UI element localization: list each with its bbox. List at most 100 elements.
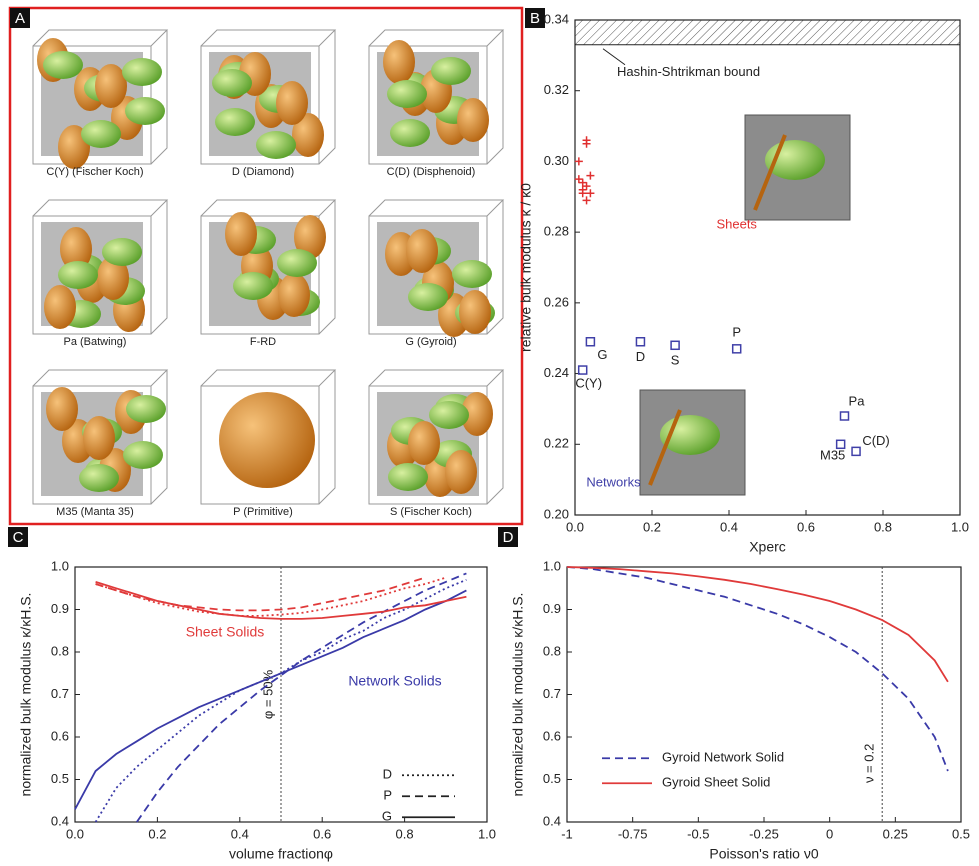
cube-edges bbox=[200, 29, 337, 165]
surface-green bbox=[43, 51, 83, 79]
x-tick-label: 1.0 bbox=[478, 826, 496, 841]
panel-label-box bbox=[498, 527, 518, 547]
surface-green bbox=[429, 401, 469, 429]
x-tick-label: -1 bbox=[561, 826, 573, 841]
caption: C(Y) (Fischer Koch) bbox=[46, 166, 143, 178]
panel-label-box bbox=[525, 8, 545, 28]
point-label: G bbox=[597, 347, 607, 362]
surface-orange bbox=[457, 98, 489, 142]
panel-label: D bbox=[503, 529, 514, 546]
plot-frame bbox=[574, 19, 961, 516]
caption: G (Gyroid) bbox=[405, 336, 456, 348]
caption: S (Fischer Koch) bbox=[390, 506, 472, 518]
point bbox=[574, 157, 583, 166]
caption: M35 (Manta 35) bbox=[56, 506, 134, 518]
series-line bbox=[566, 566, 949, 772]
x-tick-label: 0.6 bbox=[797, 519, 815, 534]
surface-green bbox=[408, 283, 448, 311]
surface-orange bbox=[83, 416, 115, 460]
sphere bbox=[219, 392, 315, 488]
surface-green bbox=[256, 131, 296, 159]
panel-label: C bbox=[13, 529, 24, 546]
surface-green bbox=[387, 80, 427, 108]
y-tick-label: 0.5 bbox=[51, 771, 69, 786]
surface-orange bbox=[276, 81, 308, 125]
series-label: Sheets bbox=[716, 217, 757, 232]
x-tick-label: 0.8 bbox=[396, 826, 414, 841]
caption: C(D) (Disphenoid) bbox=[387, 166, 476, 178]
series-line bbox=[95, 576, 426, 612]
point-label: S bbox=[671, 353, 680, 368]
point bbox=[586, 171, 595, 180]
annotation: Sheet Solids bbox=[186, 624, 265, 640]
x-tick-label: 0.0 bbox=[66, 826, 84, 841]
surface-orange bbox=[459, 290, 491, 334]
caption: Pa (Batwing) bbox=[64, 336, 127, 348]
surface-orange bbox=[60, 227, 92, 271]
surface-orange bbox=[44, 285, 76, 329]
point-label: D bbox=[636, 349, 645, 364]
surface-green bbox=[277, 249, 317, 277]
y-axis-label: normalized bulk modulus κ/κH.S. bbox=[510, 593, 526, 797]
bound-label: Hashin-Shtrikman bound bbox=[617, 64, 760, 79]
y-tick-label: 0.7 bbox=[543, 686, 561, 701]
cube-edges bbox=[368, 29, 505, 165]
point bbox=[851, 446, 861, 457]
caption: P (Primitive) bbox=[233, 506, 293, 518]
surface-green bbox=[431, 57, 471, 85]
legend-label: D bbox=[383, 767, 392, 782]
legend-label: Gyroid Network Solid bbox=[662, 750, 784, 765]
surface-green bbox=[102, 238, 142, 266]
cube-edges bbox=[368, 369, 505, 505]
bound-hatch bbox=[574, 19, 961, 46]
cube-edges bbox=[200, 369, 337, 505]
surface-green bbox=[125, 97, 165, 125]
x-tick-label: -0.5 bbox=[687, 826, 709, 841]
legend-label: G bbox=[382, 809, 392, 824]
y-axis-label: normalized bulk modulus κ/κH.S. bbox=[18, 593, 34, 797]
y-tick-label: 0.8 bbox=[51, 643, 69, 658]
legend-label: P bbox=[383, 788, 392, 803]
point bbox=[731, 344, 742, 354]
x-tick-label: 0 bbox=[826, 826, 833, 841]
surface-green bbox=[81, 120, 121, 148]
x-tick-label: 0.25 bbox=[883, 826, 908, 841]
surface-green bbox=[452, 260, 492, 288]
x-tick-label: 1.0 bbox=[951, 519, 969, 534]
surface-green bbox=[123, 441, 163, 469]
series-line bbox=[95, 576, 447, 617]
point bbox=[582, 139, 591, 148]
x-tick-label: -0.75 bbox=[618, 826, 648, 841]
surface-orange bbox=[46, 387, 78, 431]
cube-edges bbox=[368, 199, 505, 335]
x-tick-label: 0.5 bbox=[952, 826, 970, 841]
point bbox=[577, 365, 588, 375]
x-tick-label: 0.2 bbox=[148, 826, 166, 841]
inset-rod bbox=[753, 134, 787, 211]
surface-orange bbox=[278, 273, 310, 317]
point bbox=[582, 182, 591, 191]
surface-green bbox=[58, 261, 98, 289]
surface-green bbox=[233, 272, 273, 300]
point-label: C(Y) bbox=[575, 375, 602, 390]
surface-green bbox=[390, 119, 430, 147]
ref-label: ν = 0.2 bbox=[862, 744, 877, 783]
y-tick-label: 1.0 bbox=[543, 558, 561, 573]
point-label: Pa bbox=[849, 393, 866, 408]
surface-green bbox=[122, 58, 162, 86]
y-tick-label: 0.32 bbox=[544, 82, 569, 97]
surface-green bbox=[212, 69, 252, 97]
y-tick-label: 0.9 bbox=[51, 601, 69, 616]
surface-orange bbox=[406, 229, 438, 273]
panel-label-box bbox=[10, 8, 30, 28]
surface-orange bbox=[461, 392, 493, 436]
point-label: M35 bbox=[820, 448, 845, 463]
surface-green bbox=[79, 464, 119, 492]
y-axis-label: relative bulk modulus κ / κ0 bbox=[518, 183, 534, 352]
cube-edges bbox=[32, 29, 169, 165]
point bbox=[574, 175, 583, 184]
point bbox=[582, 196, 591, 205]
cube-edges bbox=[32, 369, 169, 505]
caption: D (Diamond) bbox=[232, 166, 294, 178]
point bbox=[578, 178, 587, 187]
